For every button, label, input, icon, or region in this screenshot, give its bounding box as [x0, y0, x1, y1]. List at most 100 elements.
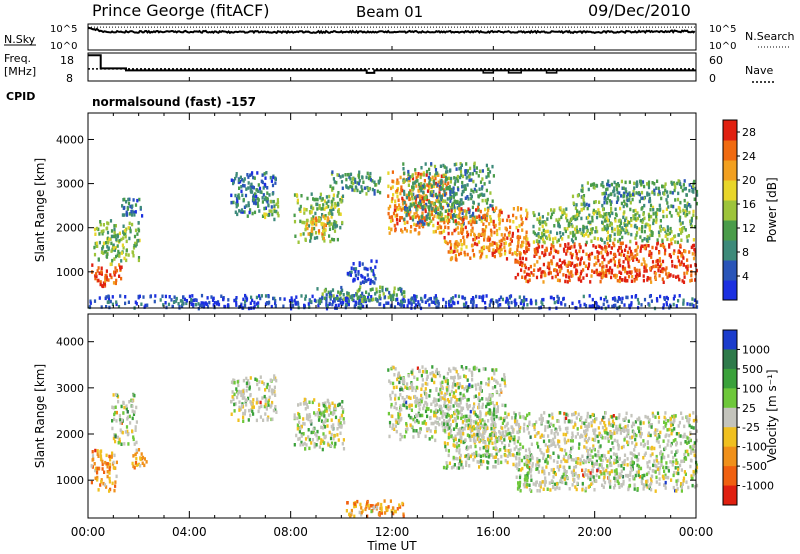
echo-cell	[405, 178, 408, 182]
echo-cell	[293, 193, 297, 197]
echo-cell	[525, 298, 528, 302]
colorbar-tick-label: 24	[742, 150, 756, 163]
echo-cell	[438, 422, 441, 427]
echo-cell	[261, 173, 264, 177]
echo-cell	[416, 418, 419, 423]
echo-cell	[314, 432, 317, 436]
echo-cell	[434, 173, 437, 177]
echo-cell	[334, 415, 338, 420]
nsearch-tick-high: 10^5	[709, 24, 736, 35]
echo-cell	[351, 294, 354, 298]
echo-cell	[485, 294, 488, 298]
echo-cell	[465, 213, 468, 217]
echo-cell	[476, 437, 480, 441]
echo-cell	[490, 432, 493, 436]
echo-cell	[295, 433, 298, 438]
noise-sky-line	[87, 26, 696, 35]
echo-cell	[448, 392, 452, 397]
echo-cell	[339, 225, 342, 230]
echo-cell	[100, 449, 103, 453]
echo-cell	[419, 197, 422, 202]
echo-cell	[447, 226, 450, 230]
echo-cell	[125, 200, 128, 204]
echo-cell	[323, 239, 326, 243]
echo-cell	[107, 278, 110, 282]
echo-cell	[397, 372, 400, 376]
echo-cell	[361, 298, 364, 302]
echo-cell	[405, 213, 408, 217]
echo-cell	[394, 199, 397, 203]
echo-cell	[434, 430, 437, 434]
echo-cell	[421, 196, 424, 201]
echo-cell	[315, 434, 318, 438]
echo-cell	[347, 297, 350, 301]
echo-region	[532, 205, 698, 245]
echo-cell	[596, 272, 599, 277]
echo-cell	[438, 191, 441, 195]
echo-cell	[371, 280, 374, 284]
echo-cell	[349, 295, 352, 300]
echo-cell	[133, 393, 136, 398]
echo-cell	[416, 214, 419, 218]
echo-cell	[441, 186, 444, 191]
echo-cell	[400, 185, 403, 189]
echo-cell	[587, 187, 590, 192]
echo-cell	[248, 210, 251, 215]
echo-cell	[424, 434, 427, 439]
echo-cell	[423, 421, 426, 425]
echo-cell	[126, 432, 129, 437]
echo-cell	[475, 387, 478, 391]
echo-cell	[110, 249, 113, 253]
echo-cell	[537, 245, 541, 249]
echo-cell	[471, 205, 474, 210]
echo-cell	[398, 420, 401, 424]
echo-cell	[471, 248, 474, 253]
echo-cell	[509, 225, 512, 230]
echo-cell	[574, 206, 577, 211]
echo-cell	[400, 216, 404, 220]
frequency-step	[482, 70, 495, 74]
echo-cell	[245, 389, 248, 393]
echo-cell	[625, 228, 628, 233]
echo-cell	[235, 204, 238, 209]
echo-cell	[445, 388, 449, 392]
echo-cell	[105, 241, 108, 245]
echo-cell	[430, 378, 433, 382]
echo-cell	[134, 244, 137, 248]
echo-cell	[630, 232, 633, 237]
echo-cell	[273, 377, 276, 381]
echo-cell	[437, 305, 440, 309]
echo-cell	[423, 216, 426, 220]
echo-cell	[243, 396, 246, 400]
echo-cell	[423, 390, 426, 394]
echo-cell	[626, 198, 629, 202]
echo-cell	[271, 192, 274, 196]
echo-cell	[589, 231, 592, 236]
echo-cell	[122, 400, 125, 405]
echo-cell	[392, 423, 395, 427]
nave-tick-high: 60	[709, 54, 723, 67]
echo-cell	[324, 417, 327, 422]
echo-cell	[492, 413, 495, 417]
echo-cell	[680, 185, 683, 189]
echo-cell	[653, 192, 656, 196]
echo-cell	[419, 194, 422, 199]
echo-cell	[449, 406, 452, 411]
echo-cell	[515, 302, 518, 306]
echo-cell	[471, 305, 474, 309]
echo-cell	[396, 213, 399, 217]
echo-cell	[411, 192, 414, 197]
echo-cell	[502, 236, 505, 241]
echo-cell	[412, 215, 416, 219]
echo-cell	[296, 423, 299, 427]
echo-cell	[477, 403, 480, 407]
echo-cell	[467, 426, 470, 431]
echo-cell	[577, 213, 580, 218]
echo-cell	[354, 177, 357, 182]
echo-cell	[332, 238, 336, 242]
echo-cell	[139, 464, 142, 468]
echo-cell	[460, 416, 463, 421]
echo-cell	[430, 219, 433, 223]
echo-cell	[535, 301, 538, 306]
echo-cell	[405, 395, 409, 399]
